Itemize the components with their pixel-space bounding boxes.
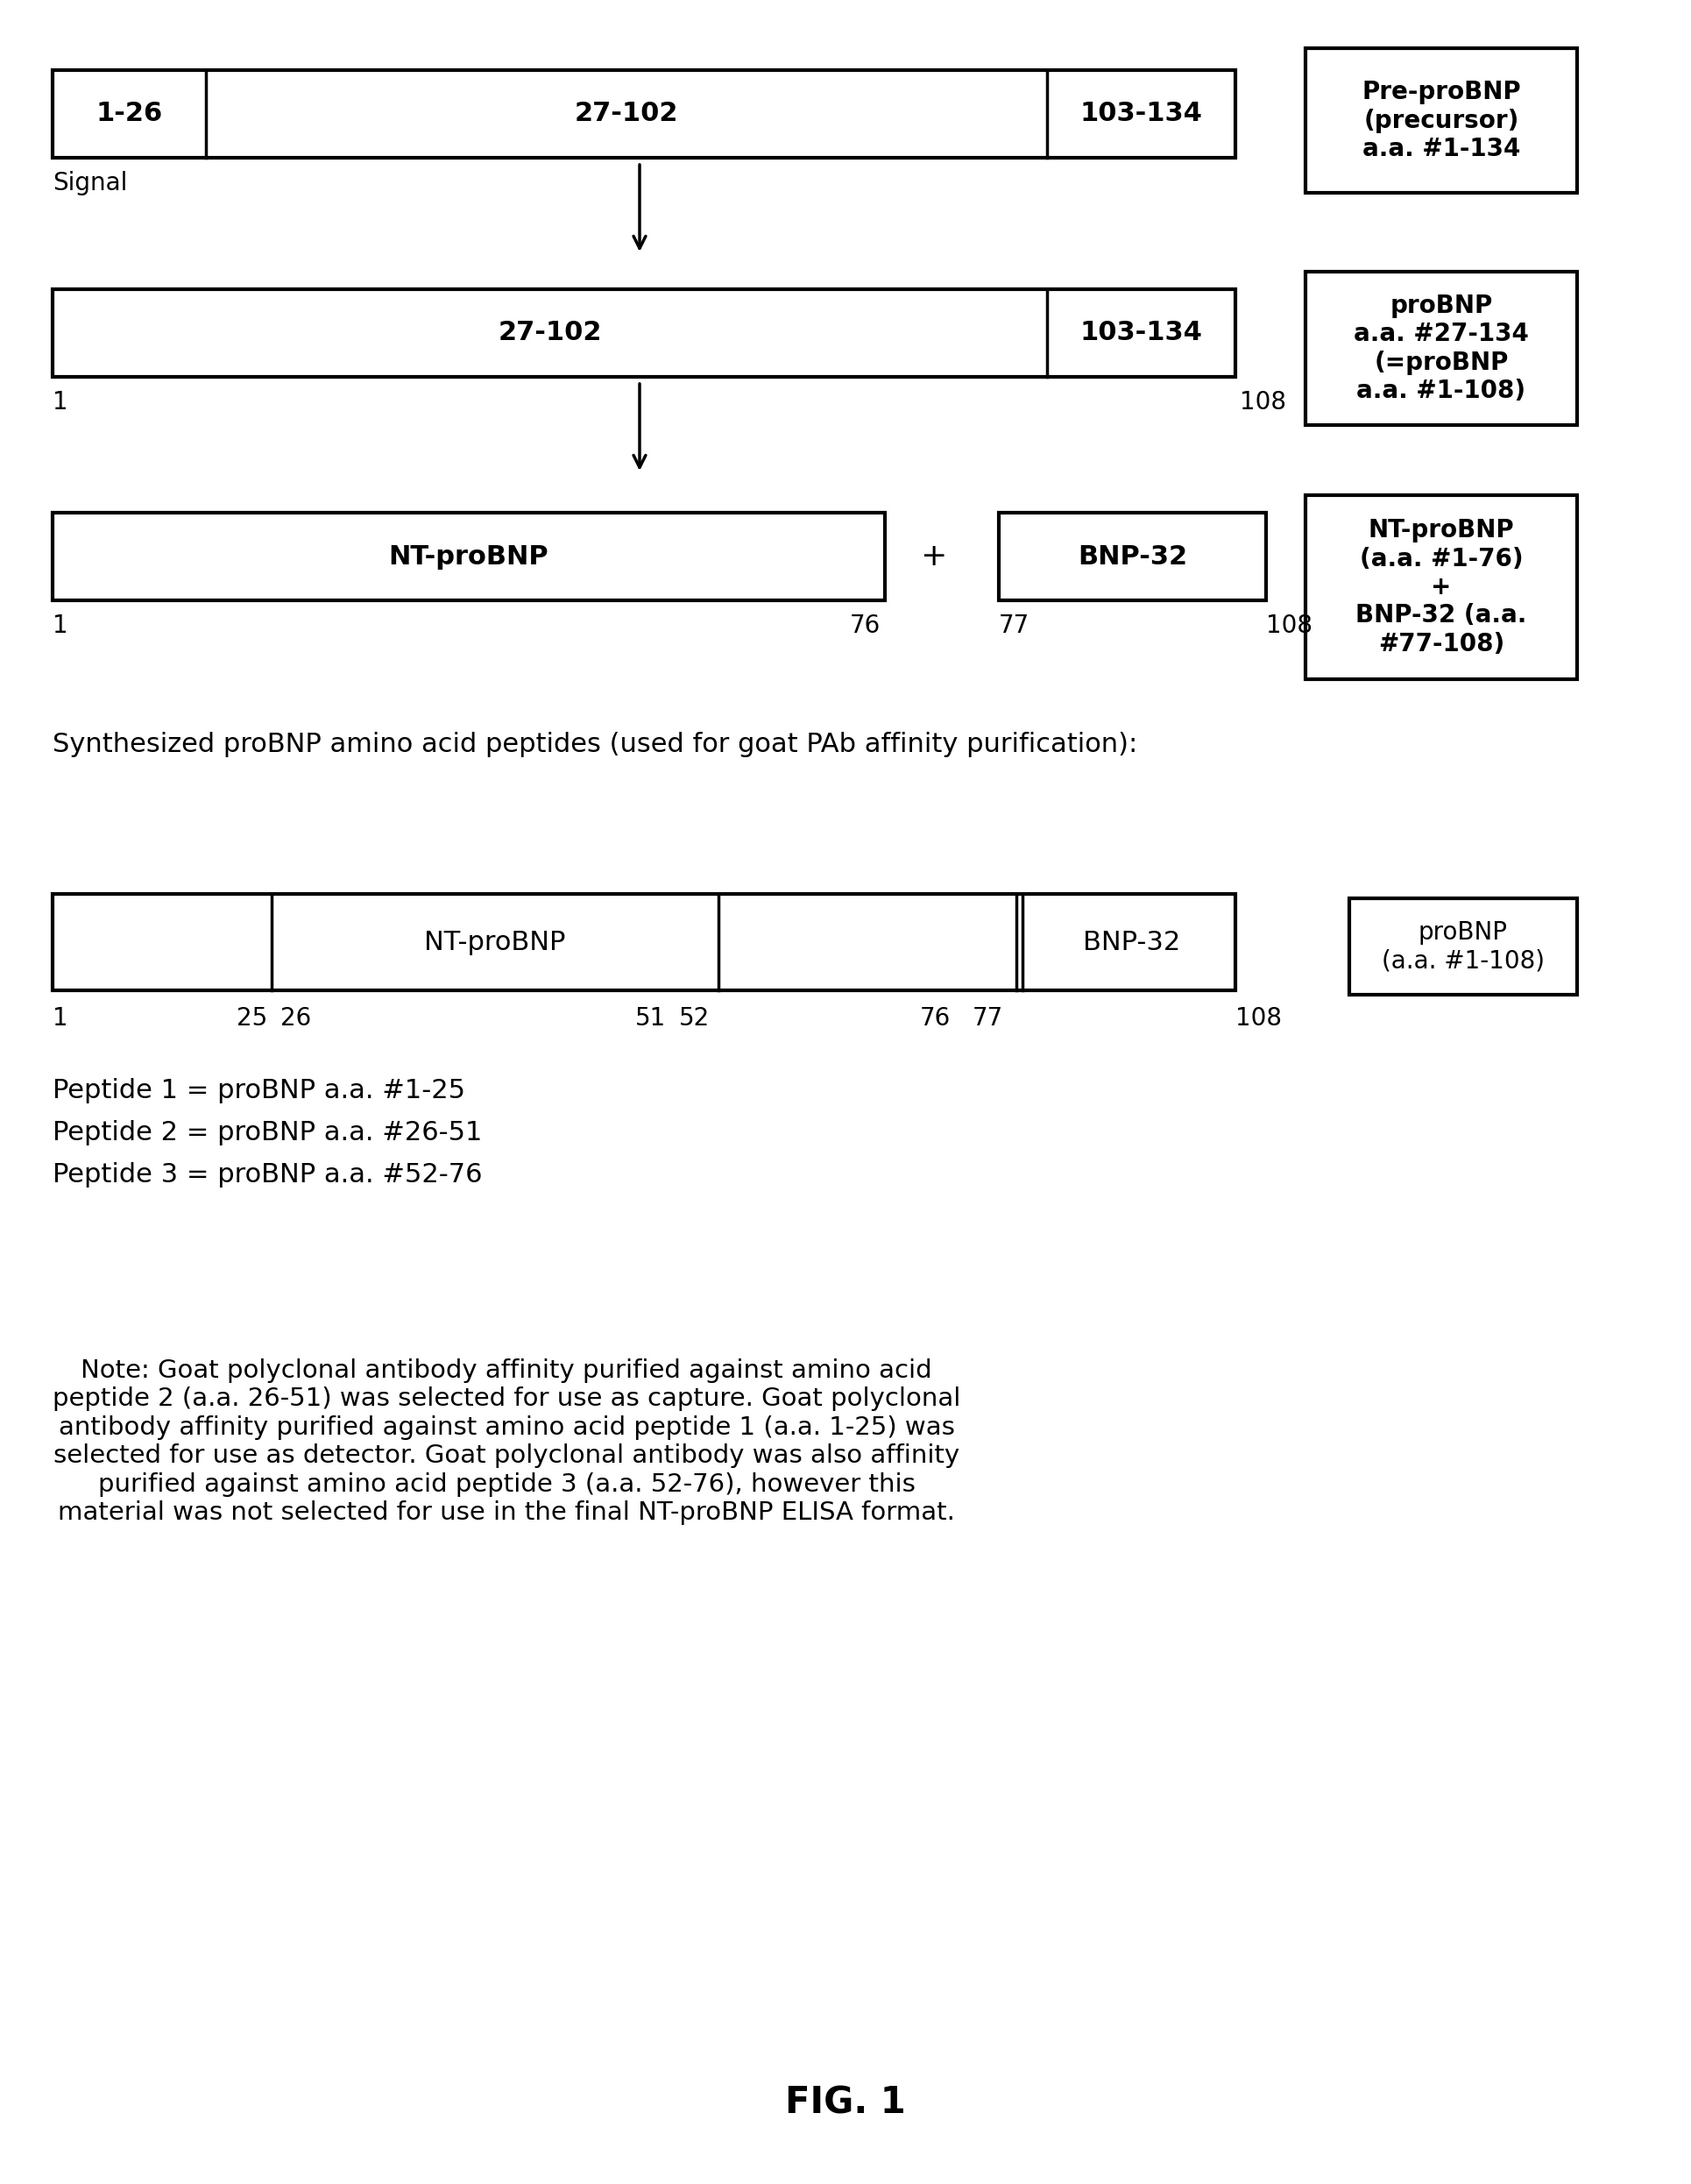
- Text: 1: 1: [52, 1007, 68, 1031]
- Bar: [1305, 48, 1576, 192]
- Text: Note: Goat polyclonal antibody affinity purified against amino acid
peptide 2 (a: Note: Goat polyclonal antibody affinity …: [52, 1358, 960, 1524]
- Text: BNP-32: BNP-32: [1082, 930, 1180, 954]
- Text: 1-26: 1-26: [96, 100, 162, 127]
- Text: Signal: Signal: [52, 170, 127, 194]
- Text: 27-102: 27-102: [575, 100, 678, 127]
- Text: 103-134: 103-134: [1079, 321, 1202, 345]
- Text: +: +: [920, 542, 945, 572]
- Text: 1: 1: [52, 614, 68, 638]
- Text: 1: 1: [52, 391, 68, 415]
- Bar: [52, 513, 884, 601]
- Text: Peptide 2 = proBNP a.a. #26-51: Peptide 2 = proBNP a.a. #26-51: [52, 1120, 482, 1144]
- Text: Synthesized proBNP amino acid peptides (used for goat PAb affinity purification): Synthesized proBNP amino acid peptides (…: [52, 732, 1136, 758]
- Bar: [1349, 898, 1576, 994]
- Bar: [1305, 271, 1576, 426]
- Text: NT-proBNP: NT-proBNP: [389, 544, 548, 570]
- Bar: [998, 513, 1265, 601]
- Text: 108: 108: [1240, 391, 1285, 415]
- Text: FIG. 1: FIG. 1: [785, 2086, 905, 2123]
- Text: NT-proBNP: NT-proBNP: [424, 930, 565, 954]
- Text: 77: 77: [998, 614, 1030, 638]
- Text: proBNP
(a.a. #1-108): proBNP (a.a. #1-108): [1382, 919, 1544, 974]
- Bar: [52, 70, 1234, 157]
- Text: 76: 76: [849, 614, 879, 638]
- Text: NT-proBNP
(a.a. #1-76)
+
BNP-32 (a.a.
#77-108): NT-proBNP (a.a. #1-76) + BNP-32 (a.a. #7…: [1354, 518, 1525, 655]
- Text: 108: 108: [1234, 1007, 1282, 1031]
- Text: 25: 25: [237, 1007, 267, 1031]
- Text: 51: 51: [634, 1007, 666, 1031]
- Text: Pre-proBNP
(precursor)
a.a. #1-134: Pre-proBNP (precursor) a.a. #1-134: [1361, 81, 1520, 162]
- Text: Peptide 3 = proBNP a.a. #52-76: Peptide 3 = proBNP a.a. #52-76: [52, 1162, 482, 1188]
- Bar: [52, 893, 1234, 989]
- Bar: [1305, 496, 1576, 679]
- Text: 103-134: 103-134: [1079, 100, 1202, 127]
- Text: 52: 52: [678, 1007, 710, 1031]
- Text: 76: 76: [920, 1007, 950, 1031]
- Text: Peptide 1 = proBNP a.a. #1-25: Peptide 1 = proBNP a.a. #1-25: [52, 1079, 465, 1103]
- Text: proBNP
a.a. #27-134
(=proBNP
a.a. #1-108): proBNP a.a. #27-134 (=proBNP a.a. #1-108…: [1353, 293, 1529, 404]
- Text: 108: 108: [1265, 614, 1312, 638]
- Text: BNP-32: BNP-32: [1077, 544, 1187, 570]
- Text: 27-102: 27-102: [497, 321, 602, 345]
- Text: 26: 26: [281, 1007, 311, 1031]
- Bar: [52, 288, 1234, 378]
- Text: 77: 77: [972, 1007, 1003, 1031]
